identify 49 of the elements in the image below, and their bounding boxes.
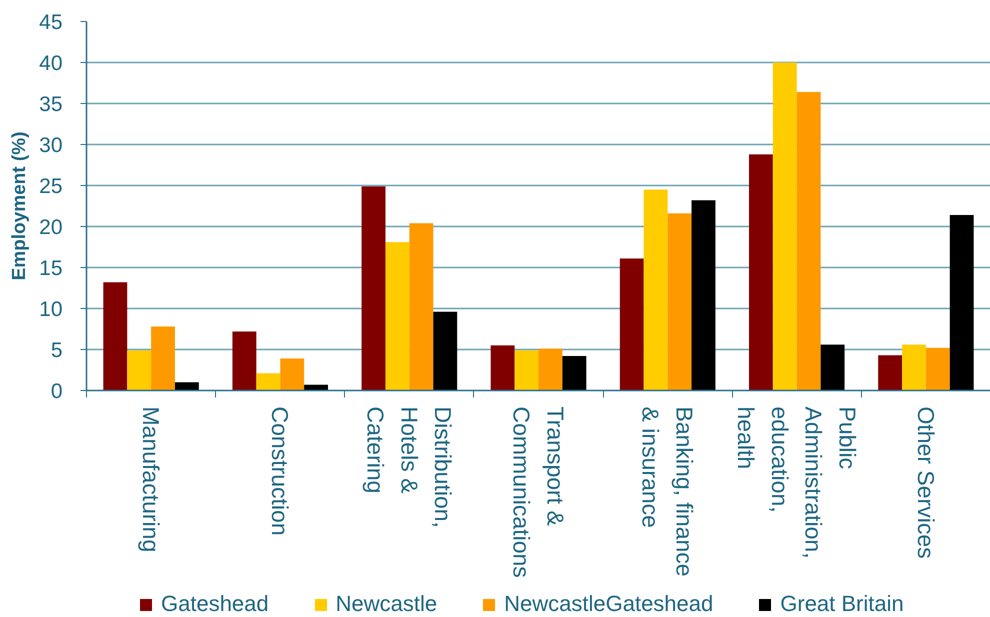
x-tick-label: Transport & Communications	[508, 406, 568, 578]
bar	[902, 344, 926, 390]
y-axis-title: Employment (%)	[9, 132, 30, 280]
bar	[514, 350, 538, 390]
bar	[668, 213, 692, 390]
bar	[562, 356, 586, 390]
bar	[362, 186, 386, 390]
y-tick-label: 45	[39, 11, 62, 34]
bar	[280, 358, 304, 390]
bar	[433, 312, 458, 390]
bar	[749, 154, 773, 390]
y-tick-label: 10	[39, 298, 62, 321]
legend-label: NewcastleGateshead	[504, 591, 714, 617]
y-tick-label: 30	[39, 134, 62, 157]
bar	[878, 355, 902, 390]
y-tick-label: 0	[50, 380, 63, 403]
legend-label: Newcastle	[336, 591, 438, 617]
y-tick-label: 40	[39, 52, 62, 75]
bar	[409, 223, 434, 390]
bar	[620, 258, 644, 390]
legend-label: Great Britain	[780, 591, 904, 617]
y-tick-label: 5	[50, 339, 63, 362]
x-tick-label: Manufacturing	[138, 406, 164, 552]
bar	[256, 373, 280, 390]
legend-label: Gateshead	[161, 591, 269, 617]
y-tick-label: 35	[39, 93, 62, 116]
y-tick-label: 20	[39, 216, 62, 239]
x-tick-label: Other Services	[912, 406, 939, 559]
bar	[232, 331, 256, 390]
bar	[174, 382, 199, 390]
bar	[538, 348, 562, 390]
x-tick-label: Public Administration, education, health	[733, 406, 860, 559]
bar	[644, 190, 668, 390]
x-tick-label: Distribution, Hotels & Catering	[362, 406, 456, 528]
bar	[490, 345, 515, 390]
x-tick-label: Construction	[267, 406, 294, 536]
bar	[950, 215, 974, 390]
bar	[796, 92, 821, 390]
bar	[385, 242, 410, 390]
bar	[151, 326, 175, 390]
x-tick-label: Banking, finance & insurance	[638, 406, 698, 577]
y-tick-label: 25	[39, 175, 62, 198]
bar	[820, 344, 845, 390]
bar	[692, 200, 716, 390]
bar	[772, 62, 797, 390]
y-tick-label: 15	[39, 257, 62, 280]
bar	[103, 282, 128, 390]
bar	[926, 348, 950, 390]
bar	[127, 350, 152, 390]
